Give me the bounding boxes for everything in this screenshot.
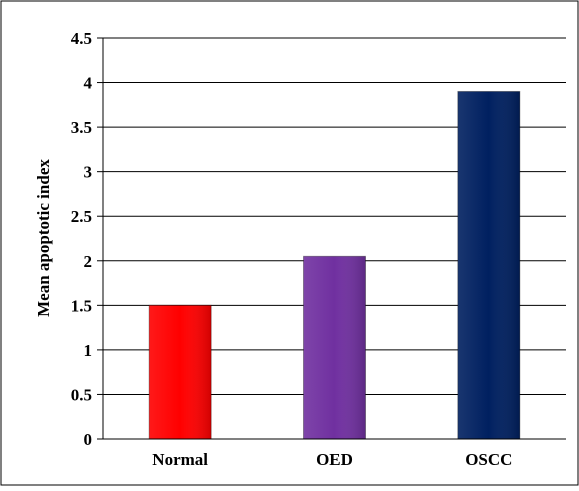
bar-shading xyxy=(149,305,212,439)
y-tick-label: 0 xyxy=(84,430,93,449)
x-category-labels: Normal OED OSCC xyxy=(152,450,512,469)
y-tick-label: 1 xyxy=(84,341,93,360)
y-tick-labels: 0 0.5 1 1.5 2 2.5 3 3.5 4 4.5 xyxy=(71,29,93,449)
bars xyxy=(148,90,521,440)
y-tick-label: 0.5 xyxy=(71,385,92,404)
y-tick-label: 3 xyxy=(84,163,93,182)
y-axis-title: Mean apoptotic index xyxy=(34,159,53,317)
y-tick-label: 2.5 xyxy=(71,207,92,226)
y-tick-label: 4 xyxy=(84,74,93,93)
bar-shading xyxy=(457,91,520,439)
y-tick-label: 3.5 xyxy=(71,118,92,137)
axes xyxy=(102,38,566,440)
bar-shading xyxy=(303,256,366,439)
y-tick-label: 2 xyxy=(84,252,93,271)
x-category-label: Normal xyxy=(152,450,208,469)
x-category-label: OSCC xyxy=(465,450,512,469)
y-tick-label: 1.5 xyxy=(71,296,92,315)
y-tick-label: 4.5 xyxy=(71,29,92,48)
x-category-label: OED xyxy=(316,450,353,469)
